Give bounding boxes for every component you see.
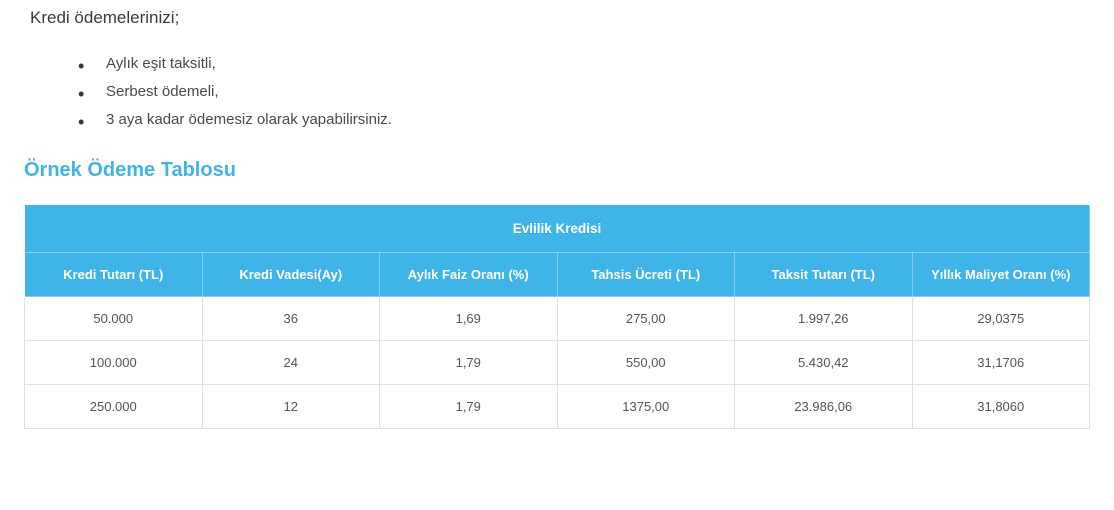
cell: 550,00 <box>557 341 735 385</box>
table-caption: Evlilik Kredisi <box>25 205 1090 253</box>
table-row: 50.000 36 1,69 275,00 1.997,26 29,0375 <box>25 297 1090 341</box>
cell: 12 <box>202 385 380 429</box>
cell: 1,69 <box>380 297 558 341</box>
cell: 275,00 <box>557 297 735 341</box>
example-payment-table-wrap: Evlilik Kredisi Kredi Tutarı (TL) Kredi … <box>24 204 1090 429</box>
intro-text: Kredi ödemelerinizi; <box>30 8 1090 28</box>
table-row: 100.000 24 1,79 550,00 5.430,42 31,1706 <box>25 341 1090 385</box>
cell: 1,79 <box>380 341 558 385</box>
table-row: 250.000 12 1,79 1375,00 23.986,06 31,806… <box>25 385 1090 429</box>
cell: 36 <box>202 297 380 341</box>
cell: 31,1706 <box>912 341 1090 385</box>
cell: 100.000 <box>25 341 203 385</box>
cell: 250.000 <box>25 385 203 429</box>
cell: 23.986,06 <box>735 385 913 429</box>
col-header: Tahsis Ücreti (TL) <box>557 253 735 297</box>
cell: 31,8060 <box>912 385 1090 429</box>
col-header: Taksit Tutarı (TL) <box>735 253 913 297</box>
col-header: Kredi Tutarı (TL) <box>25 253 203 297</box>
list-item: Aylık eşit taksitli, <box>78 50 1090 78</box>
cell: 24 <box>202 341 380 385</box>
list-item: Serbest ödemeli, <box>78 78 1090 106</box>
cell: 1.997,26 <box>735 297 913 341</box>
cell: 1,79 <box>380 385 558 429</box>
col-header: Yıllık Maliyet Oranı (%) <box>912 253 1090 297</box>
table-body: 50.000 36 1,69 275,00 1.997,26 29,0375 1… <box>25 297 1090 429</box>
payment-options-list: Aylık eşit taksitli, Serbest ödemeli, 3 … <box>78 50 1090 133</box>
cell: 50.000 <box>25 297 203 341</box>
cell: 1375,00 <box>557 385 735 429</box>
table-head: Evlilik Kredisi Kredi Tutarı (TL) Kredi … <box>25 205 1090 297</box>
cell: 5.430,42 <box>735 341 913 385</box>
table-caption-row: Evlilik Kredisi <box>25 205 1090 253</box>
col-header: Aylık Faiz Oranı (%) <box>380 253 558 297</box>
cell: 29,0375 <box>912 297 1090 341</box>
col-header: Kredi Vadesi(Ay) <box>202 253 380 297</box>
table-header-row: Kredi Tutarı (TL) Kredi Vadesi(Ay) Aylık… <box>25 253 1090 297</box>
section-title: Örnek Ödeme Tablosu <box>24 159 1090 182</box>
example-payment-table: Evlilik Kredisi Kredi Tutarı (TL) Kredi … <box>24 204 1090 429</box>
list-item: 3 aya kadar ödemesiz olarak yapabilirsin… <box>78 106 1090 134</box>
